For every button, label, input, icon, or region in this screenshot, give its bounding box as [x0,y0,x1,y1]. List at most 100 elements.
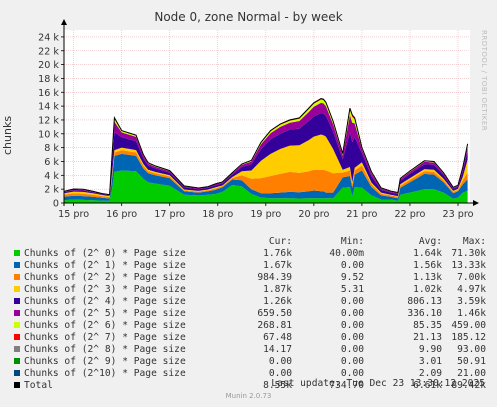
series-area [64,170,468,203]
legend-swatch [14,262,20,268]
y-tick-label: 18 k [38,74,59,85]
legend-swatch [14,274,20,280]
legend-label: Chunks of (2^ 5) * Page size [24,308,186,319]
legend-row: Chunks of (2^ 6) * Page size 268.81 0.00 85… [10,320,486,332]
x-tick-label: 23 pro [443,209,474,220]
series-area [64,150,468,199]
legend-header-row: Cur: Min: Avg: Max: [10,236,486,248]
legend-avg: 806.13 [407,296,442,307]
legend-label: Chunks of (2^10) * Page size [24,368,186,379]
legend-avg: 6.61k [413,380,442,391]
legend-cur: 1.76k [263,248,292,259]
x-tick-label: 22 pro [394,209,425,220]
legend-max: 3.59k [457,296,486,307]
legend-avg: 2.09 [418,368,442,379]
legend-row: Chunks of (2^ 9) * Page size 0.00 0.00 3.01… [10,356,486,368]
legend-cur: 659.50 [257,308,292,319]
legend-label: Chunks of (2^ 6) * Page size [24,320,186,331]
legend-swatch [14,322,20,328]
legend-row: Chunks of (2^ 8) * Page size 14.17 0.00 9.9… [10,344,486,356]
legend-max: 7.00k [457,272,486,283]
legend-row: Chunks of (2^ 3) * Page size 1.87k 5.31 1.0… [10,284,486,296]
legend-min: 9.52 [340,272,364,283]
legend-label: Total [24,380,53,391]
legend-avg: 336.10 [407,308,442,319]
legend-swatch [14,286,20,292]
x-tick-label: 21 pro [346,209,377,220]
legend-swatch [14,250,20,256]
legend-label: Chunks of (2^ 4) * Page size [24,296,186,307]
legend-label: Chunks of (2^ 0) * Page size [24,248,186,259]
legend-header-avg: Avg: [418,236,442,247]
y-tick-label: 20 k [38,60,59,71]
y-tick-label: 10 k [38,129,59,140]
legend-row: Chunks of (2^ 1) * Page size 1.67k 0.00 1.5… [10,260,486,272]
legend-avg: 1.02k [413,284,442,295]
legend-cur: 984.39 [257,272,292,283]
legend-row: Chunks of (2^ 2) * Page size 984.39 9.52 1.… [10,272,486,284]
legend-label: Chunks of (2^ 8) * Page size [24,344,186,355]
y-tick-label: 2 k [44,185,59,196]
legend-min: 0.00 [340,296,364,307]
legend-swatch [14,346,20,352]
munin-version: Munin 2.0.73 [225,392,272,400]
legend-min: 0.00 [340,344,364,355]
y-tick-label: 24 k [38,32,59,43]
series-area [64,153,468,201]
legend-max: 459.00 [451,320,486,331]
legend-min: 0.00 [340,308,364,319]
legend-cur: 1.67k [263,260,292,271]
legend-row: Chunks of (2^ 0) * Page size 1.76k 40.00m 1… [10,248,486,260]
y-axis-arrow [61,19,67,25]
legend-avg: 3.01 [418,356,442,367]
legend-label: Chunks of (2^ 1) * Page size [24,260,186,271]
legend-max: 21.00 [457,368,486,379]
legend-cur: 67.48 [263,332,292,343]
legend-max: 93.00 [457,344,486,355]
legend-label: Chunks of (2^ 9) * Page size [24,356,186,367]
y-tick-label: 6 k [44,157,59,168]
y-tick-label: 8 k [44,143,59,154]
y-tick-label: 12 k [38,115,59,126]
legend-row: Chunks of (2^10) * Page size 0.00 0.00 2.09… [10,368,486,380]
legend-max: 4.97k [457,284,486,295]
legend-min: 0.00 [340,356,364,367]
legend-row: Chunks of (2^ 5) * Page size 659.50 0.00 33… [10,308,486,320]
legend-row: Total 8.55k 734.70 6.61k 89.42k [10,380,486,392]
legend-header-max: Max: [462,236,486,247]
legend-avg: 21.13 [413,332,442,343]
legend-label: Chunks of (2^ 2) * Page size [24,272,186,283]
legend-min: 0.00 [340,320,364,331]
legend-header-cur: Cur: [268,236,292,247]
legend-swatch [14,358,20,364]
legend-cur: 0.00 [268,356,292,367]
series-area [64,134,468,198]
series-area [64,113,468,197]
legend-max: 185.12 [451,332,486,343]
legend-cur: 8.55k [263,380,292,391]
chart-title: Node 0, zone Normal - by week [154,10,343,24]
y-tick-label: 14 k [38,102,59,113]
legend-min: 0.00 [340,368,364,379]
legend-avg: 1.56k [413,260,442,271]
legend-min: 0.00 [340,332,364,343]
legend-avg: 85.35 [413,320,442,331]
legend-avg: 1.13k [413,272,442,283]
legend-min: 5.31 [340,284,364,295]
x-tick-label: 19 pro [250,209,281,220]
legend-swatch [14,370,20,376]
legend-min: 734.70 [329,380,364,391]
x-tick-label: 16 pro [106,209,137,220]
legend-row: Chunks of (2^ 4) * Page size 1.26k 0.00 806… [10,296,486,308]
legend-max: 50.91 [457,356,486,367]
legend-cur: 1.26k [263,296,292,307]
last-update-text: Last update: Tue Dec 23 13:30:12 2025 [271,378,485,389]
legend-row: Chunks of (2^ 7) * Page size 67.48 0.00 21.… [10,332,486,344]
x-tick-label: 20 pro [298,209,329,220]
y-tick-label: 4 k [44,171,59,182]
total-line [63,97,469,196]
legend-max: 89.42k [451,380,486,391]
legend-cur: 14.17 [263,344,292,355]
legend-header-min: Min: [340,236,364,247]
